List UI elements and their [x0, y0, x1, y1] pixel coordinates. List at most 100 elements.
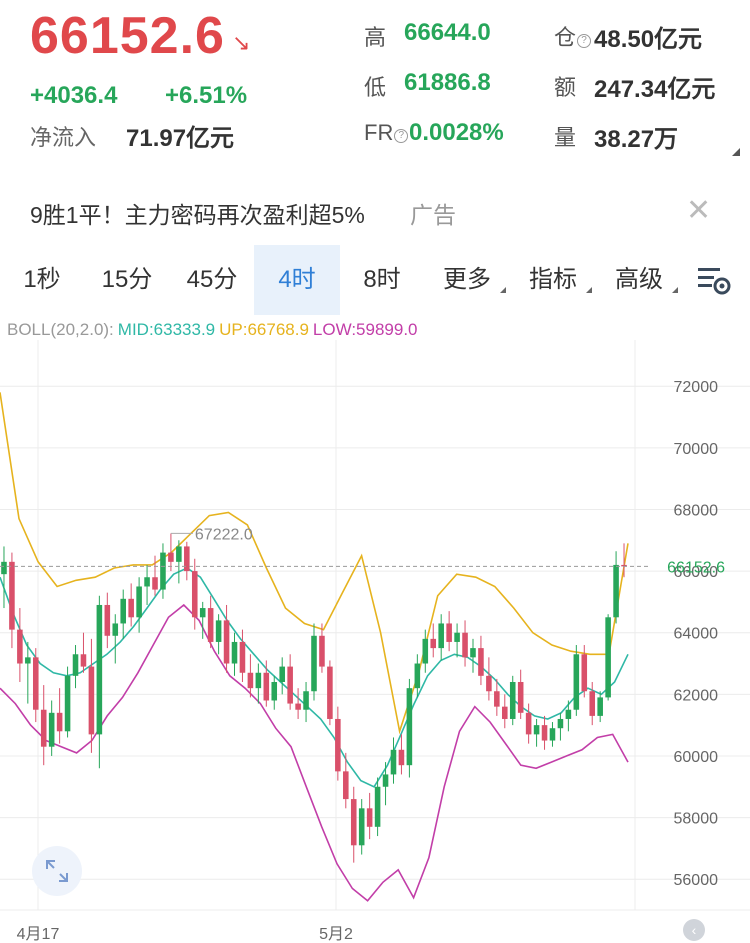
expand-stats-icon[interactable] — [732, 148, 740, 156]
amount-label: 额 — [554, 75, 577, 100]
candle-body — [478, 648, 484, 676]
candle-body — [191, 571, 198, 618]
candle-body — [176, 546, 182, 562]
help-icon[interactable]: ? — [577, 34, 592, 48]
candle-body — [589, 691, 596, 716]
candle-body — [366, 808, 373, 827]
y-tick-label: 58000 — [674, 811, 719, 828]
help-icon[interactable]: ? — [394, 129, 409, 143]
candle-body — [72, 654, 79, 676]
high-label: 高 — [364, 25, 387, 50]
candle-body — [160, 552, 166, 590]
interval-tabs: 1秒 15分 45分 4时 8时 更多 指标 高级 — [0, 245, 750, 315]
tab-advanced-label: 高级 — [615, 266, 663, 293]
tab-more-label: 更多 — [443, 266, 491, 293]
candle-body — [605, 617, 611, 698]
tab-45m[interactable]: 45分 — [186, 266, 238, 293]
candle-body — [470, 648, 476, 658]
candle-body — [239, 641, 246, 673]
tab-advanced[interactable]: 高级 — [596, 245, 682, 315]
y-tick-label: 66000 — [674, 564, 719, 581]
candle-body — [374, 786, 381, 827]
chart-settings-icon[interactable] — [696, 265, 732, 295]
candle-body — [231, 641, 238, 664]
y-tick-label: 60000 — [674, 749, 719, 766]
candle-body — [533, 725, 540, 735]
tab-1s[interactable]: 1秒 — [23, 266, 61, 293]
net-inflow-value: 71.97亿元 — [126, 125, 235, 152]
candle-body — [25, 657, 31, 664]
candle-body — [295, 703, 301, 710]
close-icon[interactable]: ✕ — [686, 194, 712, 227]
candle-body — [462, 632, 468, 658]
boll-params: BOLL(20,2.0): — [7, 320, 114, 339]
candle-body — [343, 771, 349, 800]
open-interest-label[interactable]: 仓? — [554, 20, 592, 52]
boll-mid: MID:63333.9 — [117, 320, 216, 339]
funding-rate-label[interactable]: FR? — [364, 120, 409, 146]
tab-15m[interactable]: 15分 — [101, 266, 153, 293]
candle-body — [398, 749, 405, 766]
x-tick-label: 4月17 — [17, 926, 60, 943]
candle-body — [255, 672, 262, 689]
ad-tag: 广告 — [410, 202, 456, 228]
candle-body — [168, 552, 174, 562]
price-change-pct: +6.51% — [165, 82, 248, 109]
candle-body — [128, 598, 134, 618]
low-label: 低 — [364, 75, 387, 100]
candle-body — [144, 577, 150, 587]
candle-body — [112, 623, 119, 636]
candle-body — [311, 635, 317, 692]
candle-body — [199, 608, 206, 618]
boll-up: UP:66768.9 — [219, 320, 309, 339]
candle-body — [406, 688, 413, 766]
tab-more[interactable]: 更多 — [424, 245, 510, 315]
candle-body — [40, 709, 47, 747]
candlestick-chart[interactable]: 72000 70000 68000 66000 64000 62000 60000 58000… — [0, 340, 750, 943]
candle-body — [438, 623, 444, 649]
candle-body — [430, 638, 437, 649]
candle-body — [509, 682, 516, 719]
high-value: 66644.0 — [404, 19, 491, 46]
candle-body — [271, 682, 278, 701]
scroll-left-button[interactable]: ‹ — [683, 919, 705, 941]
y-tick-label: 62000 — [674, 687, 719, 704]
volume-value: 38.27万 — [594, 126, 679, 153]
open-interest-value: 48.50亿元 — [594, 26, 703, 53]
candle-body — [597, 697, 603, 716]
tab-8h[interactable]: 8时 — [363, 266, 401, 293]
y-tick-label: 72000 — [674, 379, 719, 396]
candle-body — [557, 718, 564, 729]
candle-body — [303, 691, 309, 710]
high-marker-label: 67222.0 — [195, 526, 253, 543]
ad-banner-text[interactable]: 9胜1平！主力密码再次盈利超5% — [30, 202, 365, 228]
candle-body — [502, 706, 508, 719]
open-interest-label-text: 仓 — [554, 25, 577, 50]
candle-body — [17, 629, 23, 664]
candle-body — [358, 808, 365, 846]
expand-icon — [46, 860, 68, 882]
tab-4h[interactable]: 4时 — [254, 245, 340, 315]
candle-body — [152, 577, 158, 590]
last-price: 66152.6 — [30, 7, 225, 65]
y-tick-label: 56000 — [674, 872, 719, 889]
boll-legend[interactable]: BOLL(20,2.0): MID:63333.9 UP:66768.9 LOW:59… — [7, 320, 422, 340]
boll-low: LOW:59899.0 — [312, 320, 418, 339]
candle-body — [120, 598, 126, 624]
candle-body — [32, 657, 39, 710]
candle-body — [279, 666, 285, 682]
candle-body — [9, 561, 15, 630]
candle-body — [549, 728, 556, 741]
candle-body — [56, 712, 63, 732]
amount-value: 247.34亿元 — [594, 76, 716, 103]
candle-body — [1, 561, 7, 575]
candle-body — [565, 709, 572, 719]
fullscreen-button[interactable] — [32, 846, 82, 896]
candle-body — [414, 663, 421, 689]
tab-indicators-label: 指标 — [529, 266, 577, 293]
tab-indicators[interactable]: 指标 — [510, 245, 596, 315]
candle-body — [422, 638, 429, 664]
candle-body — [382, 774, 389, 787]
candle-body — [80, 654, 87, 667]
candle-body — [350, 799, 357, 846]
